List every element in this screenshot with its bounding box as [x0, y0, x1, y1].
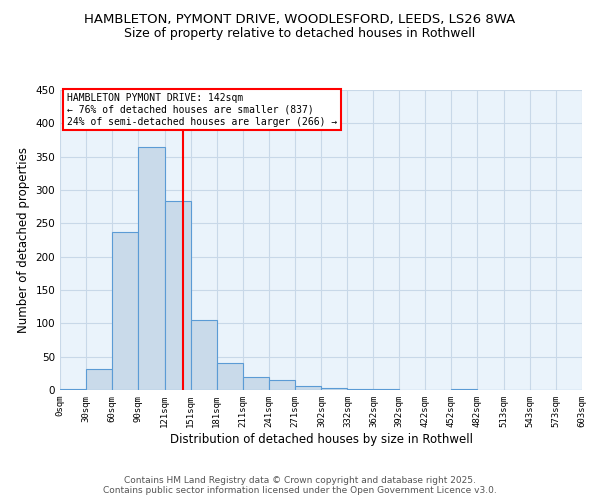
Text: HAMBLETON PYMONT DRIVE: 142sqm
← 76% of detached houses are smaller (837)
24% of: HAMBLETON PYMONT DRIVE: 142sqm ← 76% of … — [67, 94, 337, 126]
X-axis label: Distribution of detached houses by size in Rothwell: Distribution of detached houses by size … — [170, 432, 473, 446]
Bar — [191, 320, 217, 390]
Bar — [138, 146, 165, 390]
Y-axis label: Number of detached properties: Number of detached properties — [17, 147, 30, 333]
Bar — [295, 386, 322, 390]
Bar — [217, 364, 242, 390]
Bar — [242, 376, 269, 390]
Bar — [86, 368, 112, 390]
Text: HAMBLETON, PYMONT DRIVE, WOODLESFORD, LEEDS, LS26 8WA: HAMBLETON, PYMONT DRIVE, WOODLESFORD, LE… — [85, 12, 515, 26]
Bar — [165, 202, 191, 390]
Bar — [60, 388, 86, 390]
Bar — [347, 388, 373, 390]
Text: Contains HM Land Registry data © Crown copyright and database right 2025.
Contai: Contains HM Land Registry data © Crown c… — [103, 476, 497, 495]
Bar — [269, 380, 295, 390]
Bar — [112, 232, 138, 390]
Bar — [322, 388, 347, 390]
Text: Size of property relative to detached houses in Rothwell: Size of property relative to detached ho… — [124, 28, 476, 40]
